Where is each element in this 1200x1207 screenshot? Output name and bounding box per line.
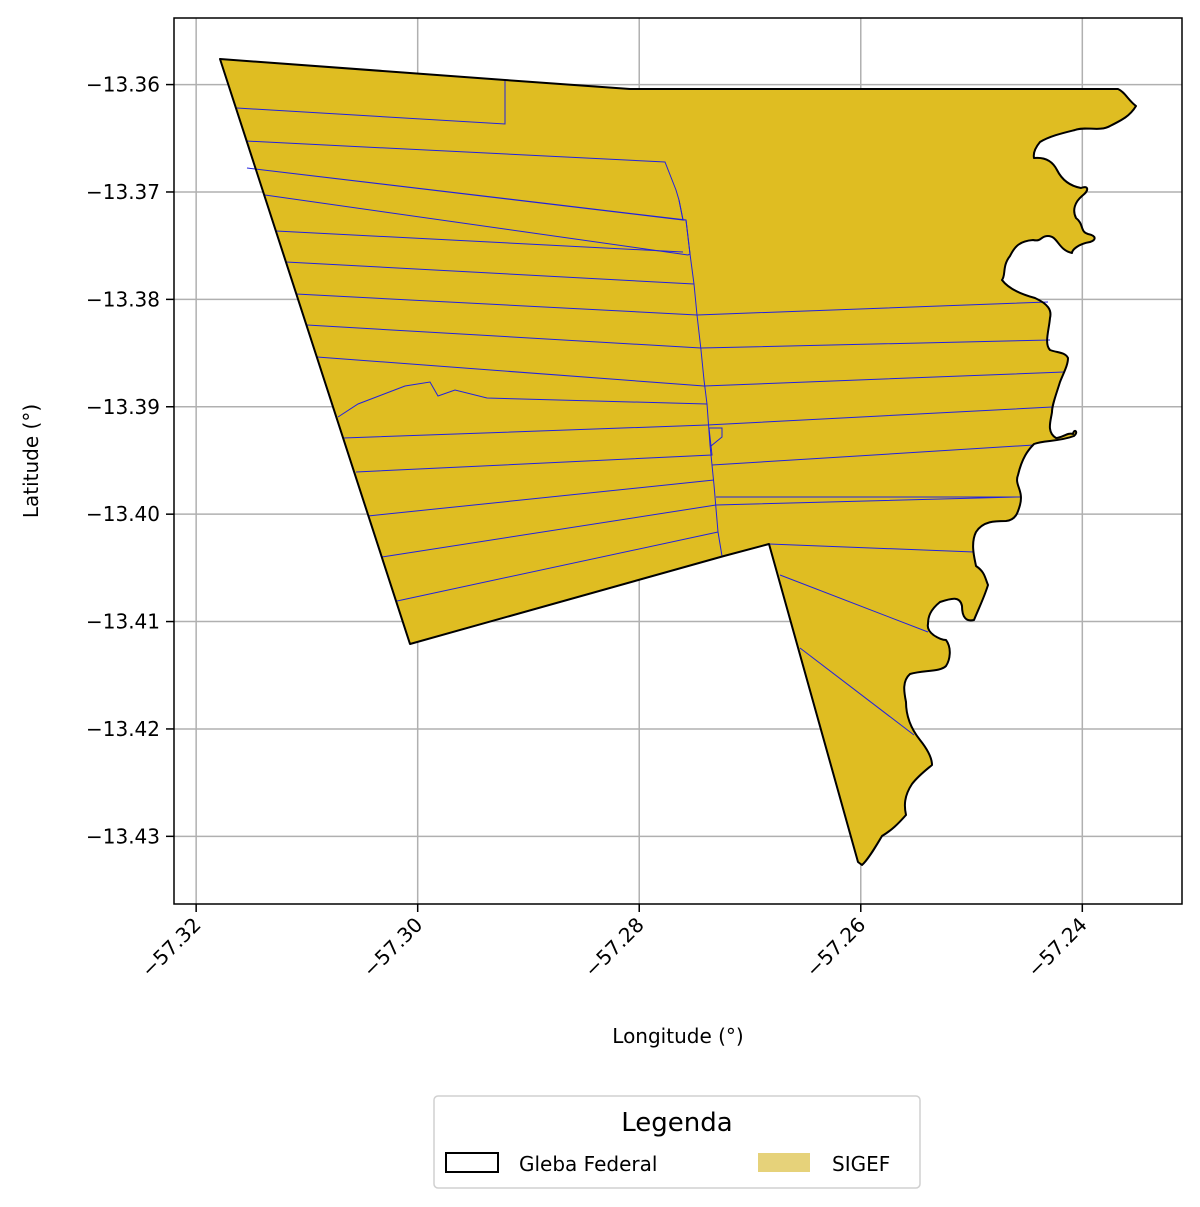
parcel-line: [295, 293, 1049, 316]
legend-title: Legenda: [621, 1108, 732, 1138]
legend: Legenda Gleba Federal SIGEF: [433, 1095, 921, 1189]
parcel-line: [367, 479, 715, 517]
parcel-line: [768, 543, 975, 553]
y-tick-label: −13.42: [86, 717, 160, 741]
legend-swatch-sigef: [758, 1153, 810, 1172]
y-tick-label: −13.36: [86, 73, 160, 97]
parcel-line: [381, 496, 1019, 558]
parcel-line: [799, 647, 915, 736]
parcel-line: [306, 324, 1051, 349]
y-tick-label: −13.43: [86, 824, 160, 848]
sigef-parcel-lines: [236, 80, 1065, 736]
parcel-line: [236, 80, 506, 125]
legend-label-gleba-federal: Gleba Federal: [519, 1152, 657, 1176]
y-tick-label: −13.37: [86, 180, 160, 204]
gleba-federal-outline: [219, 58, 1137, 866]
y-tick-label: −13.41: [86, 610, 160, 634]
x-axis-title: Longitude (°): [612, 1024, 743, 1048]
x-axis-ticks: −57.32 −57.30 −57.28 −57.26 −57.24: [136, 904, 1092, 982]
parcel-line: [355, 427, 723, 473]
parcel-line: [779, 574, 929, 633]
parcel-line: [342, 406, 1053, 439]
y-axis-ticks: −13.36 −13.37 −13.38 −13.39 −13.40 −13.41 −13.…: [86, 73, 174, 848]
parcel-line: [316, 356, 1065, 387]
plot-frame: [173, 17, 1183, 905]
parcel-line: [245, 140, 691, 256]
x-tick-label: −57.28: [579, 913, 648, 982]
x-tick-label: −57.32: [136, 913, 205, 982]
x-tick-label: −57.24: [1023, 913, 1092, 982]
parcel-line: [711, 444, 1035, 466]
x-tick-label: −57.26: [801, 913, 870, 982]
y-axis-title: Latitude (°): [19, 404, 43, 518]
parcel-line: [678, 199, 723, 557]
y-tick-label: −13.38: [86, 287, 160, 311]
parcel-line: [396, 531, 719, 602]
parcel-line: [337, 381, 708, 418]
y-tick-label: −13.39: [86, 395, 160, 419]
x-tick-label: −57.30: [358, 913, 427, 982]
y-tick-label: −13.40: [86, 502, 160, 526]
parcel-line: [285, 261, 695, 285]
sigef-area: [220, 59, 1136, 865]
legend-swatch-gleba-federal: [445, 1152, 499, 1173]
legend-label-sigef: SIGEF: [832, 1152, 890, 1176]
parcel-line: [275, 230, 684, 253]
